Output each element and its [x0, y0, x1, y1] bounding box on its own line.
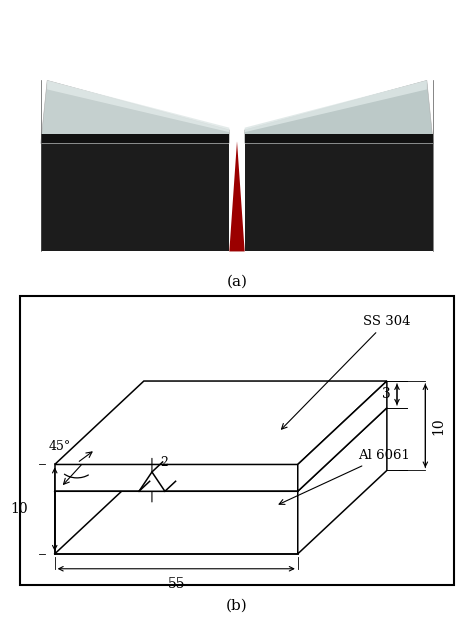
Polygon shape [47, 81, 229, 132]
Polygon shape [245, 134, 433, 143]
Polygon shape [55, 381, 387, 465]
Polygon shape [55, 408, 387, 491]
Text: 3: 3 [382, 387, 391, 401]
Text: 2: 2 [160, 456, 168, 469]
Polygon shape [245, 81, 433, 143]
Text: 45°: 45° [49, 439, 71, 453]
Polygon shape [298, 408, 387, 554]
Polygon shape [55, 465, 298, 491]
Polygon shape [55, 491, 298, 554]
Polygon shape [245, 143, 433, 252]
Text: 10: 10 [431, 417, 446, 434]
Polygon shape [245, 81, 427, 132]
Text: (a): (a) [227, 275, 247, 288]
Text: Al 6061: Al 6061 [279, 449, 410, 505]
Text: 10: 10 [11, 502, 28, 516]
Polygon shape [298, 381, 387, 491]
Text: SS 304: SS 304 [282, 315, 410, 429]
Polygon shape [41, 134, 229, 143]
Polygon shape [139, 472, 165, 491]
Polygon shape [41, 81, 229, 143]
Text: 55: 55 [167, 577, 185, 591]
Polygon shape [229, 141, 245, 252]
Text: (b): (b) [226, 599, 248, 613]
Polygon shape [41, 143, 229, 252]
